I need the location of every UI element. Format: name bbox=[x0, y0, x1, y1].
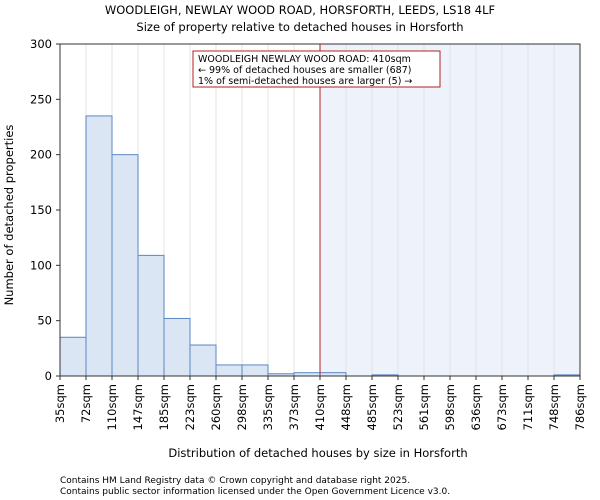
x-tick-label: 223sqm bbox=[183, 384, 197, 430]
y-tick-label: 50 bbox=[37, 314, 52, 328]
y-tick-label: 300 bbox=[30, 37, 52, 51]
y-tick-label: 150 bbox=[30, 203, 52, 217]
x-tick-label: 748sqm bbox=[547, 384, 561, 430]
chart-title: WOODLEIGH, NEWLAY WOOD ROAD, HORSFORTH, … bbox=[105, 3, 495, 17]
x-tick-label: 636sqm bbox=[469, 384, 483, 430]
annotation-line-2: ← 99% of detached houses are smaller (68… bbox=[198, 65, 411, 76]
x-tick-label: 410sqm bbox=[313, 384, 327, 430]
x-tick-label: 147sqm bbox=[131, 384, 145, 430]
x-tick-label: 185sqm bbox=[157, 384, 171, 430]
x-tick-label: 260sqm bbox=[209, 384, 223, 430]
histogram-bar bbox=[215, 364, 243, 377]
x-tick-label: 598sqm bbox=[443, 384, 457, 430]
x-tick-label: 298sqm bbox=[235, 384, 249, 430]
x-tick-label: 72sqm bbox=[79, 384, 93, 423]
x-tick-label: 448sqm bbox=[339, 384, 353, 430]
x-tick-label: 35sqm bbox=[53, 384, 67, 423]
x-axis-label: Distribution of detached houses by size … bbox=[168, 446, 467, 460]
x-tick-label: 523sqm bbox=[391, 384, 405, 430]
footer-line-2: Contains public sector information licen… bbox=[60, 487, 450, 497]
footer-line-1: Contains HM Land Registry data © Crown c… bbox=[60, 476, 410, 486]
histogram-bar bbox=[59, 336, 87, 377]
histogram-bar bbox=[137, 254, 165, 377]
chart-subtitle: Size of property relative to detached ho… bbox=[136, 20, 463, 34]
x-tick-label: 485sqm bbox=[365, 384, 379, 430]
annotation-line-1: WOODLEIGH NEWLAY WOOD ROAD: 410sqm bbox=[198, 54, 411, 65]
x-tick-label: 110sqm bbox=[105, 384, 119, 430]
y-tick-label: 100 bbox=[30, 258, 52, 272]
annotation-line-3: 1% of semi-detached houses are larger (5… bbox=[198, 76, 412, 87]
x-tick-label: 373sqm bbox=[287, 384, 301, 430]
histogram-bar bbox=[241, 364, 269, 377]
histogram-bar bbox=[189, 344, 217, 377]
y-tick-label: 200 bbox=[30, 148, 52, 162]
y-tick-label: 250 bbox=[30, 92, 52, 106]
x-tick-label: 673sqm bbox=[495, 384, 509, 430]
histogram-bar bbox=[163, 317, 191, 377]
x-tick-label: 561sqm bbox=[417, 384, 431, 430]
y-axis-label: Number of detached properties bbox=[2, 125, 16, 306]
x-tick-label: 335sqm bbox=[261, 384, 275, 430]
annotation-box: WOODLEIGH NEWLAY WOOD ROAD: 410sqm ← 99%… bbox=[192, 50, 441, 88]
x-tick-label: 711sqm bbox=[521, 384, 535, 430]
histogram-bar bbox=[111, 154, 139, 377]
x-tick-label: 786sqm bbox=[573, 384, 587, 430]
histogram-bar bbox=[85, 115, 113, 377]
y-tick-label: 0 bbox=[45, 369, 52, 383]
